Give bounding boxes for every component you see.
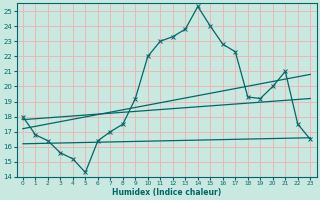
X-axis label: Humidex (Indice chaleur): Humidex (Indice chaleur) (112, 188, 221, 197)
